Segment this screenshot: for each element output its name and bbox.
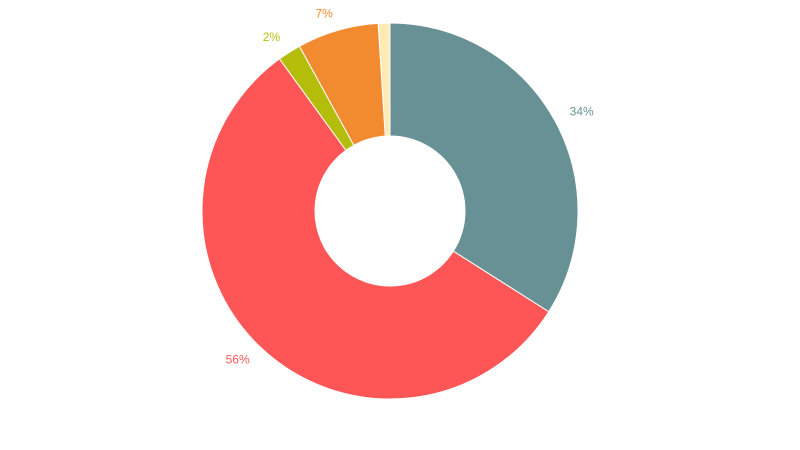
donut-slice: [389, 22, 579, 313]
slice-label: 2%: [263, 30, 281, 44]
slice-label: 56%: [226, 353, 250, 367]
slice-label: 34%: [570, 104, 594, 118]
donut-slice: [201, 58, 550, 400]
slice-label: 7%: [315, 6, 333, 20]
donut-slice: [377, 22, 391, 137]
